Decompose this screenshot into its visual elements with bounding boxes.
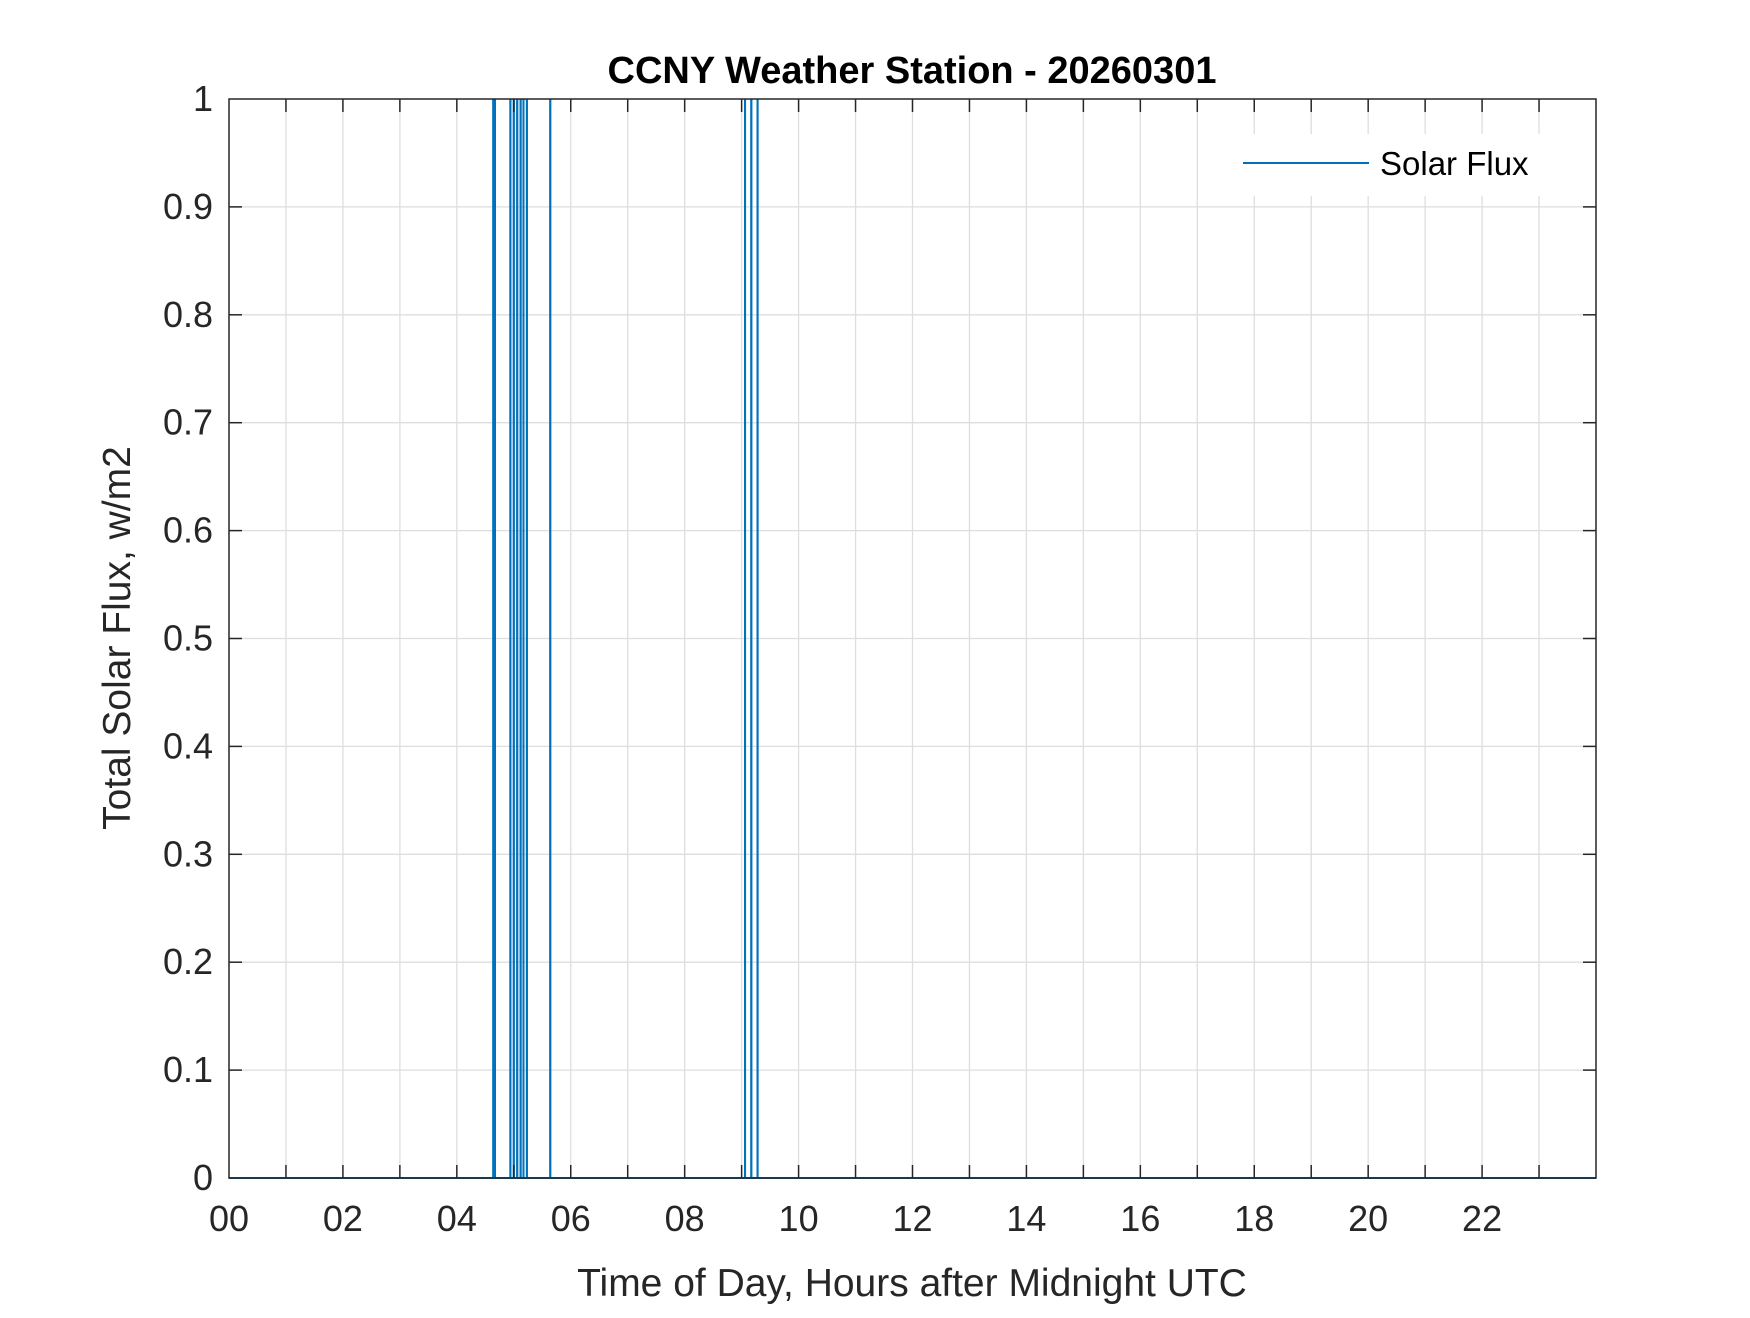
y-tick-label: 0 <box>193 1157 213 1198</box>
x-tick-label: 12 <box>892 1198 932 1239</box>
x-tick-label: 22 <box>1462 1198 1502 1239</box>
x-tick-label: 10 <box>779 1198 819 1239</box>
x-tick-label: 14 <box>1006 1198 1046 1239</box>
legend-box <box>1225 134 1571 196</box>
y-axis-label: Total Solar Flux, w/m2 <box>96 446 139 830</box>
y-tick-label: 1 <box>193 78 213 119</box>
x-tick-label: 08 <box>665 1198 705 1239</box>
x-tick-label: 06 <box>551 1198 591 1239</box>
y-tick-label: 0.2 <box>163 941 213 982</box>
y-tick-label: 0.1 <box>163 1049 213 1090</box>
y-tick-label: 0.9 <box>163 186 213 227</box>
x-tick-label: 00 <box>209 1198 249 1239</box>
x-tick-label: 02 <box>323 1198 363 1239</box>
y-tick-label: 0.8 <box>163 294 213 335</box>
x-tick-label: 04 <box>437 1198 477 1239</box>
x-axis-label: Time of Day, Hours after Midnight UTC <box>577 1262 1247 1305</box>
y-tick-label: 0.6 <box>163 510 213 551</box>
y-tick-label: 0.7 <box>163 402 213 443</box>
chart-title: CCNY Weather Station - 20260301 <box>608 50 1217 92</box>
x-tick-label: 20 <box>1348 1198 1388 1239</box>
legend-label: Solar Flux <box>1380 145 1529 182</box>
tick-layer: 00 02 04 06 08 10 12 14 16 18 20 22 0 0.1 0.2 0.3 0.4 0.5… <box>163 78 1596 1239</box>
legend: Solar Flux <box>1225 134 1571 196</box>
x-tick-label: 16 <box>1120 1198 1160 1239</box>
y-tick-label: 0.5 <box>163 618 213 659</box>
x-tick-label: 18 <box>1234 1198 1274 1239</box>
y-tick-label: 0.4 <box>163 725 213 766</box>
y-tick-label: 0.3 <box>163 833 213 874</box>
grid-layer <box>229 99 1596 1178</box>
